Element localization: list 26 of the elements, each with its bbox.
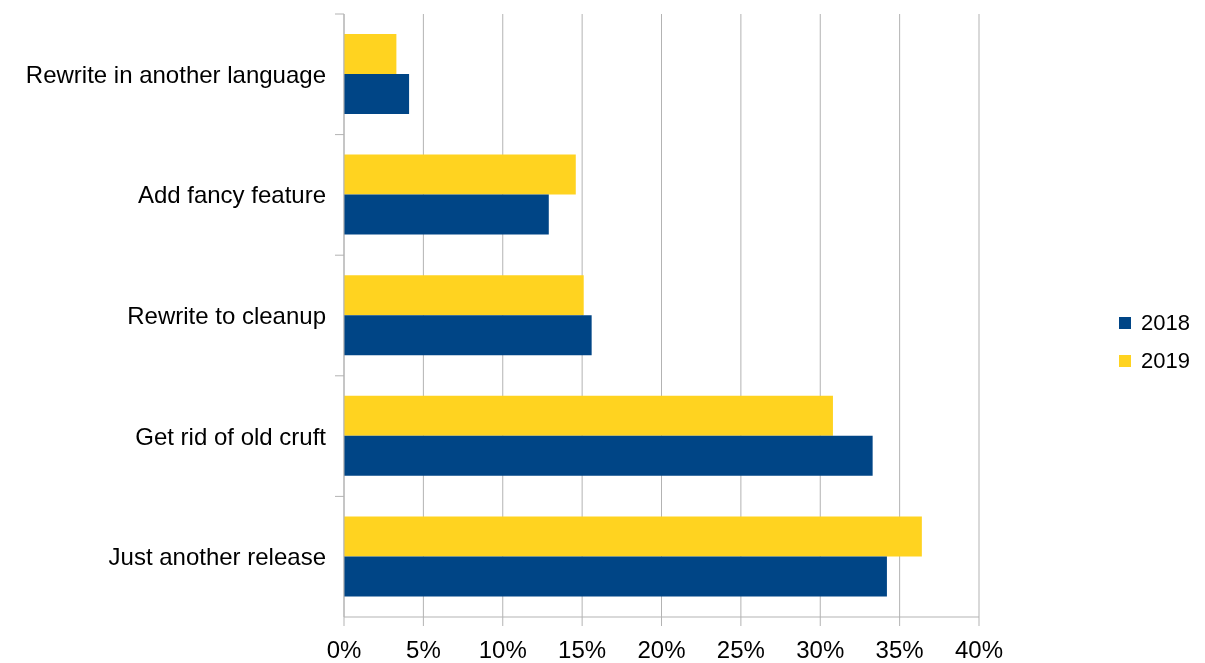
y-tick-label: Rewrite to cleanup xyxy=(127,302,326,330)
x-tick-label: 5% xyxy=(406,636,441,663)
bar xyxy=(344,275,584,316)
bar xyxy=(344,194,549,235)
bar xyxy=(344,74,410,115)
legend-label: 2019 xyxy=(1141,348,1190,374)
bar xyxy=(344,315,592,356)
y-tick-label: Add fancy feature xyxy=(137,181,326,209)
bar xyxy=(344,435,873,476)
x-tick-label: 30% xyxy=(796,636,845,663)
y-tick-label: Just another release xyxy=(108,543,326,571)
bar xyxy=(344,395,833,436)
bar xyxy=(344,154,576,195)
x-tick-label: 25% xyxy=(716,636,765,663)
y-tick-label: Get rid of old cruft xyxy=(135,422,327,450)
legend-label: 2018 xyxy=(1141,310,1190,336)
x-tick-label: 35% xyxy=(875,636,924,663)
x-tick-label: 40% xyxy=(954,636,1004,663)
x-tick-label: 15% xyxy=(558,636,607,663)
x-tick-label: 0% xyxy=(326,636,362,663)
bar xyxy=(344,556,887,597)
y-tick-label: Rewrite in another language xyxy=(25,60,326,88)
bar xyxy=(344,34,397,75)
bar xyxy=(344,516,922,557)
x-tick-label: 10% xyxy=(478,636,527,663)
x-tick-label: 20% xyxy=(637,636,686,663)
